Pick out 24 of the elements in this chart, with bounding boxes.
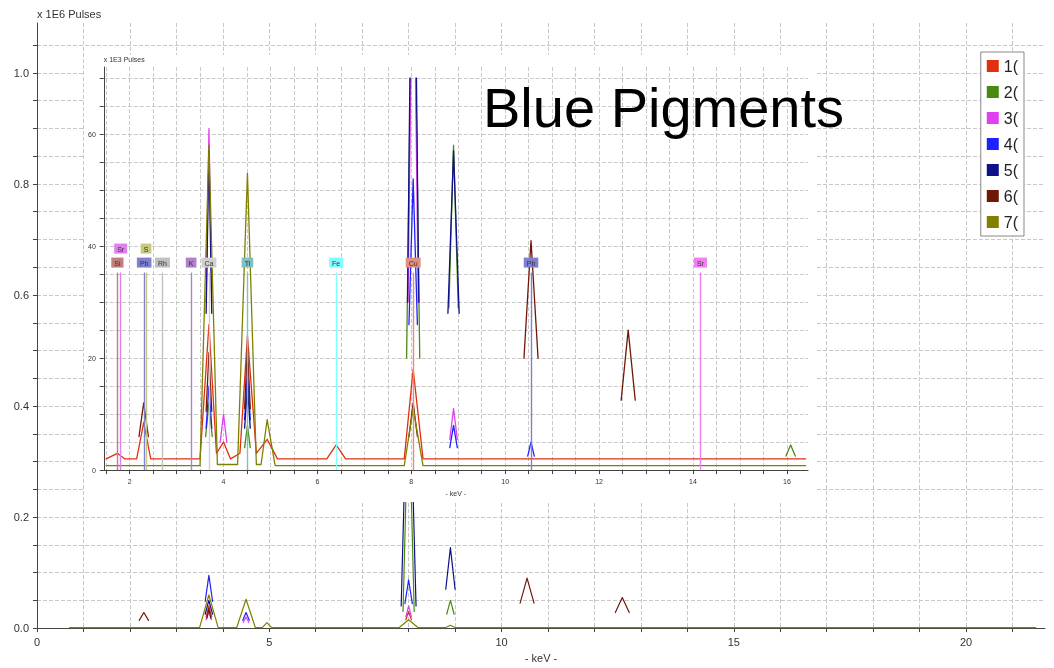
y-tick-label: 0.2	[13, 511, 29, 524]
legend-label: 2(	[1003, 83, 1019, 101]
x-tick-label: 5	[266, 635, 273, 648]
y-tick-label: 0.4	[13, 400, 29, 413]
legend-label: 6(	[1003, 187, 1019, 205]
y-tick-label: 0.8	[13, 177, 29, 190]
x-tick-label: 15	[727, 635, 740, 648]
legend-label: 7(	[1003, 213, 1019, 231]
legend-label: 4(	[1003, 135, 1019, 153]
legend-label: 3(	[1003, 109, 1019, 127]
y-tick-label: 0.6	[13, 289, 29, 302]
legend-label: 1(	[1003, 57, 1019, 75]
legend-label: 5(	[1003, 161, 1019, 179]
x-axis-title: - keV -	[524, 651, 558, 664]
line-series	[105, 323, 807, 460]
y-tick-label: 1.0	[13, 66, 29, 79]
line-series	[68, 594, 1037, 629]
x-tick-label: 10	[495, 635, 508, 648]
line-series	[105, 144, 807, 467]
y-axis-title: x 1E6 Pulses	[37, 7, 102, 20]
x-tick-label: 20	[959, 635, 973, 648]
x-tick-label: 0	[33, 635, 41, 648]
y-tick-label: 0.0	[13, 622, 29, 635]
text: Blue Pigments	[483, 76, 845, 139]
